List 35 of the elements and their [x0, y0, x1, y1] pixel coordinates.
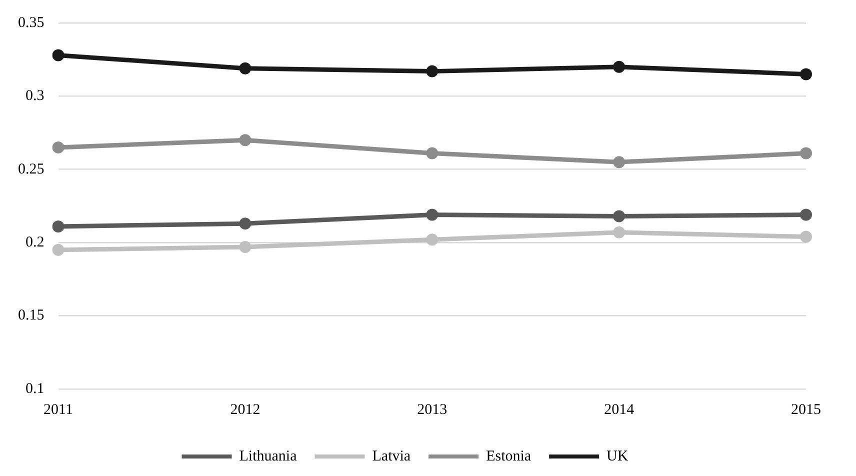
- point: [426, 234, 438, 246]
- point: [239, 134, 252, 146]
- point: [800, 208, 812, 221]
- y-tick-label: 0.25: [18, 161, 44, 178]
- point: [239, 62, 252, 74]
- x-tick-label: 2015: [791, 402, 821, 418]
- point: [426, 65, 438, 78]
- y-tick-label: 0.2: [26, 234, 44, 251]
- point: [239, 240, 252, 253]
- x-tick-label: 2011: [44, 402, 73, 418]
- y-tick-label: 0.15: [18, 308, 44, 324]
- point: [613, 156, 626, 168]
- y-tick-label: 0.3: [26, 88, 44, 104]
- x-tick-label: 2014: [604, 402, 635, 418]
- point: [426, 147, 438, 160]
- y-tick-label: 0.35: [18, 14, 44, 31]
- x-tick-label: 2013: [417, 402, 448, 418]
- point: [800, 230, 812, 243]
- legend-label: Lithuania: [239, 448, 298, 464]
- legend-label: Latvia: [372, 448, 411, 464]
- legend-label: UK: [606, 448, 628, 464]
- point: [52, 141, 64, 154]
- legend-label: Estonia: [486, 448, 532, 464]
- point: [52, 220, 64, 232]
- x-tick-label: 2012: [230, 402, 260, 418]
- point: [52, 244, 64, 256]
- point: [426, 208, 438, 221]
- point: [52, 49, 64, 62]
- point: [800, 147, 812, 160]
- point: [800, 68, 812, 80]
- point: [613, 210, 626, 222]
- point: [613, 226, 626, 238]
- point: [239, 218, 252, 230]
- point: [613, 60, 626, 73]
- y-tick-label: 0.1: [26, 380, 44, 397]
